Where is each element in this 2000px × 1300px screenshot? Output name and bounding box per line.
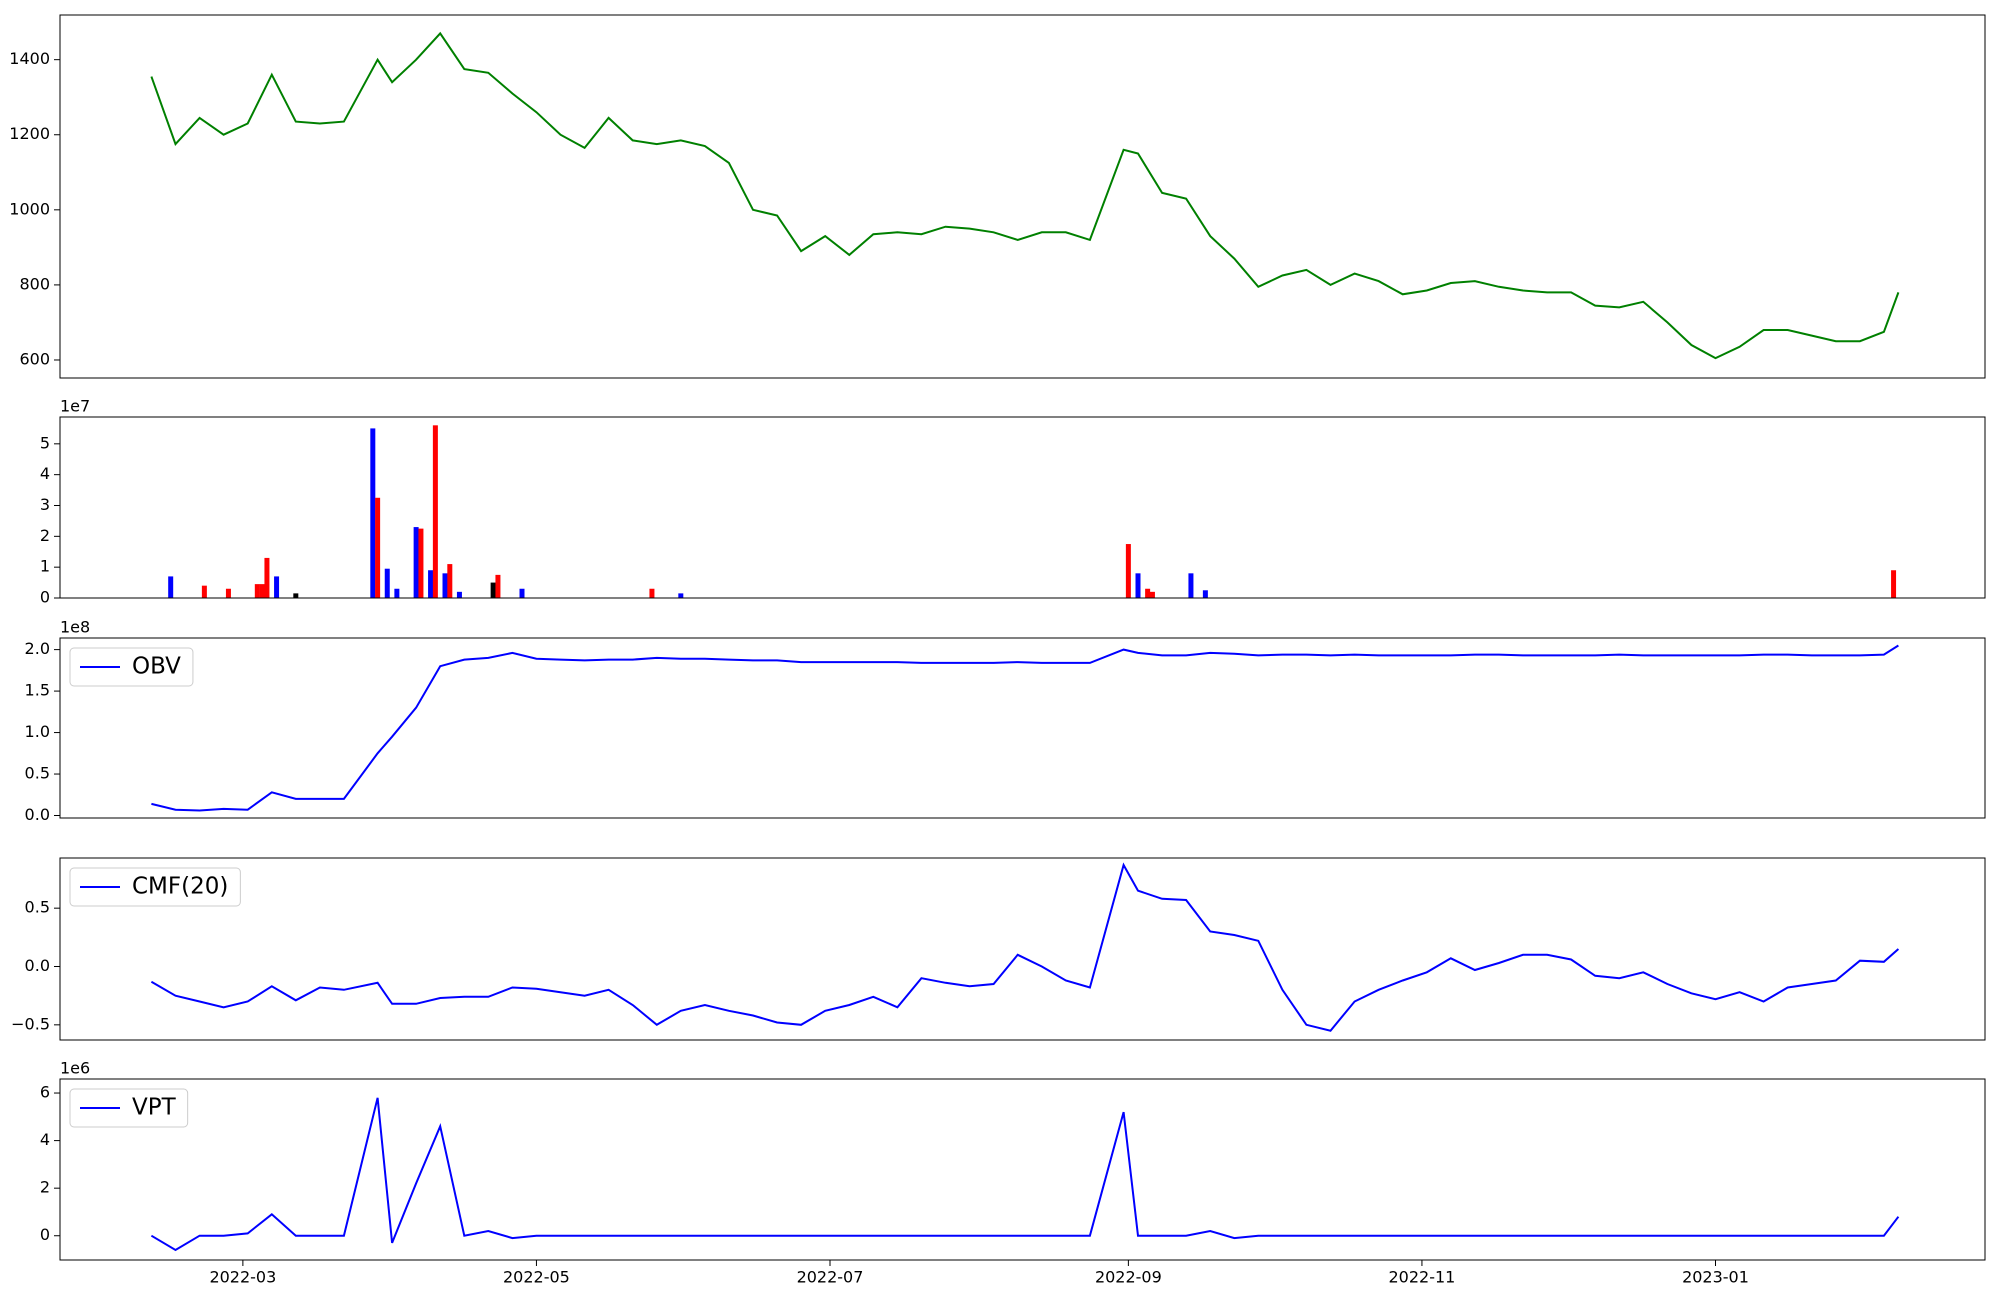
bar bbox=[495, 574, 501, 598]
line bbox=[150, 862, 1900, 1032]
y-tick-label: 3 bbox=[40, 495, 50, 514]
bar bbox=[432, 425, 438, 598]
axes-frame bbox=[59, 416, 1986, 599]
y-tick-label: 1000 bbox=[9, 199, 50, 218]
y-tick-label: 0 bbox=[40, 1225, 50, 1244]
y-tick-label: 1400 bbox=[9, 49, 50, 68]
bar bbox=[225, 588, 231, 598]
x-tick-label: 2023-01 bbox=[1682, 1268, 1749, 1287]
y-tick-label: 0.5 bbox=[25, 898, 50, 917]
axes-frame bbox=[59, 857, 1986, 1041]
bar bbox=[456, 591, 462, 598]
bar bbox=[447, 564, 453, 598]
y-tick-label: 1200 bbox=[9, 124, 50, 143]
y-tick-label: 6 bbox=[40, 1083, 50, 1102]
bar bbox=[259, 584, 265, 598]
axes-frame bbox=[59, 1078, 1986, 1261]
bar bbox=[168, 576, 174, 598]
x-tick-label: 2022-09 bbox=[1095, 1268, 1162, 1287]
bar bbox=[1135, 573, 1141, 598]
y-tick-label: 0.0 bbox=[25, 956, 50, 975]
y-tick-label: 0.5 bbox=[25, 764, 50, 783]
axes-frame bbox=[59, 637, 1986, 819]
y-tick-label: 1.0 bbox=[25, 722, 50, 741]
y-tick-label: 2 bbox=[40, 526, 50, 545]
y-tick-label: 0.0 bbox=[25, 805, 50, 824]
bar bbox=[1125, 544, 1131, 598]
bar bbox=[418, 528, 424, 598]
bar bbox=[1891, 570, 1897, 598]
y-tick-label: 5 bbox=[40, 433, 50, 452]
y-tick-label: 1.5 bbox=[25, 681, 50, 700]
bar bbox=[1145, 588, 1151, 598]
bar bbox=[293, 593, 299, 598]
legend-label: VPT bbox=[132, 1095, 177, 1121]
y-tick-label: 600 bbox=[19, 349, 50, 368]
line bbox=[150, 31, 1900, 360]
bar bbox=[264, 557, 270, 598]
y-tick-label: 4 bbox=[40, 464, 50, 483]
y-tick-label: 0 bbox=[40, 588, 50, 607]
x-tick-label: 2022-03 bbox=[209, 1268, 276, 1287]
bar bbox=[1188, 573, 1194, 598]
y-tick-label: 2.0 bbox=[25, 639, 50, 658]
bar bbox=[428, 570, 434, 598]
y-tick-label: −0.5 bbox=[11, 1014, 50, 1033]
bar bbox=[1149, 591, 1155, 598]
legend-box bbox=[69, 647, 194, 687]
x-tick-label: 2022-07 bbox=[797, 1268, 864, 1287]
bar bbox=[413, 527, 419, 598]
bar bbox=[274, 576, 280, 598]
bar bbox=[375, 497, 381, 598]
legend-label: CMF(20) bbox=[132, 874, 228, 900]
bar bbox=[519, 588, 525, 598]
bar bbox=[490, 582, 496, 598]
legend-label: OBV bbox=[132, 654, 181, 680]
axes-frame bbox=[59, 14, 1986, 379]
y-tick-label: 2 bbox=[40, 1178, 50, 1197]
bar bbox=[370, 428, 376, 598]
x-tick-label: 2022-05 bbox=[503, 1268, 570, 1287]
bar bbox=[442, 573, 448, 598]
axis-scale-label: 1e6 bbox=[60, 1059, 90, 1078]
axis-scale-label: 1e8 bbox=[60, 618, 90, 637]
line bbox=[151, 644, 1899, 812]
bar bbox=[678, 593, 684, 598]
legend-box bbox=[69, 1088, 189, 1128]
bar bbox=[394, 588, 400, 598]
bar bbox=[254, 584, 260, 598]
bar bbox=[384, 568, 390, 598]
bar bbox=[1202, 590, 1208, 598]
y-tick-label: 800 bbox=[19, 274, 50, 293]
y-tick-label: 4 bbox=[40, 1130, 50, 1149]
x-tick-label: 2022-11 bbox=[1389, 1268, 1456, 1287]
y-tick-label: 1 bbox=[40, 557, 50, 576]
bar bbox=[649, 588, 655, 598]
line bbox=[150, 1097, 1900, 1252]
axis-scale-label: 1e7 bbox=[60, 397, 90, 416]
legend-box bbox=[69, 867, 241, 907]
bar bbox=[201, 585, 207, 598]
